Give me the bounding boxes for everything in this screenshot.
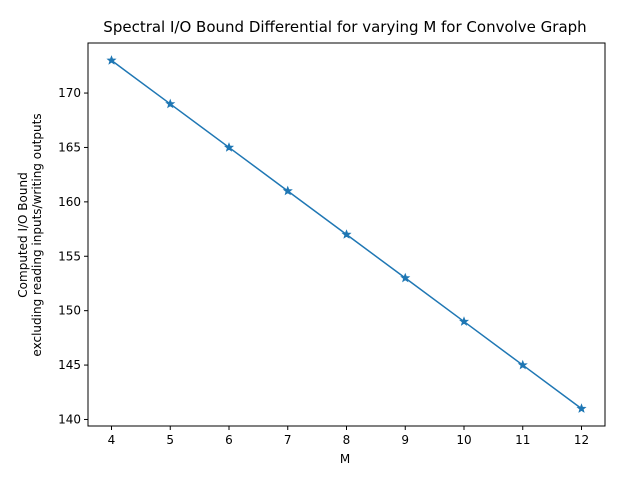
- y-axis-label-line-1: Computed I/O Bound: [16, 172, 30, 297]
- data-point-marker: [576, 403, 587, 413]
- x-axis-ticks: 4 5 6 7 8 9 10 11 12: [108, 426, 589, 447]
- data-point-marker: [400, 272, 411, 283]
- data-point-marker: [223, 142, 235, 152]
- x-tick-label: 4: [108, 433, 116, 447]
- plot-layer: [106, 55, 587, 413]
- data-point-marker: [282, 185, 293, 196]
- x-tick-label: 11: [515, 433, 530, 447]
- data-point-marker: [165, 98, 176, 109]
- x-tick-label: 8: [343, 433, 351, 447]
- y-axis-label-line-2: excluding reading inputs/writing outputs: [30, 113, 44, 356]
- y-tick-label: 150: [58, 304, 81, 318]
- y-tick-label: 165: [58, 140, 81, 154]
- x-tick-label: 9: [401, 433, 409, 447]
- y-axis-ticks: 140 145 150 155 160 165 170: [58, 86, 88, 426]
- y-tick-label: 170: [58, 86, 81, 100]
- y-axis-label-group: Computed I/O Bound excluding reading inp…: [16, 113, 44, 356]
- x-tick-label: 7: [284, 433, 292, 447]
- y-tick-label: 155: [58, 249, 81, 263]
- data-point-marker: [517, 359, 528, 370]
- data-point-marker: [341, 229, 352, 239]
- y-tick-label: 160: [58, 195, 81, 209]
- axes-frame: [87, 42, 606, 427]
- data-point-marker: [458, 316, 470, 326]
- x-tick-label: 10: [456, 433, 471, 447]
- y-tick-label: 145: [58, 358, 81, 372]
- x-tick-label: 5: [166, 433, 174, 447]
- x-tick-label: 6: [225, 433, 233, 447]
- y-tick-label: 140: [58, 412, 81, 426]
- x-axis-label: M: [340, 452, 350, 466]
- data-point-marker: [106, 55, 117, 65]
- chart-title: Spectral I/O Bound Differential for vary…: [103, 18, 586, 36]
- x-tick-label: 12: [574, 433, 589, 447]
